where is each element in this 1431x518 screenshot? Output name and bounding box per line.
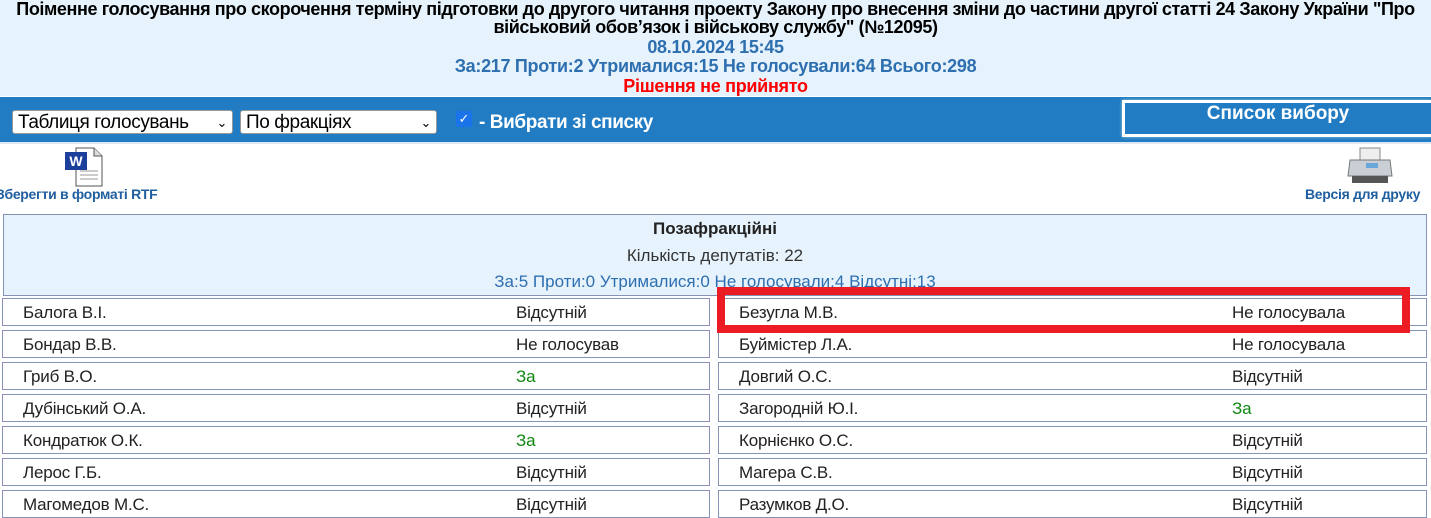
deputy-name: Дубінський О.А.: [23, 399, 146, 418]
view-select-value: Таблиця голосувань: [18, 112, 189, 133]
deputy-vote: Відсутній: [516, 463, 587, 482]
checkbox-label: - Вибрати зі списку: [479, 112, 653, 133]
deputy-row: Загородній Ю.І. За: [718, 394, 1427, 422]
word-document-icon[interactable]: W: [64, 147, 106, 187]
deputy-row: Разумков Д.О. Відсутній: [718, 490, 1427, 518]
deputy-vote: Не голосувала: [1232, 335, 1345, 354]
highlight-box: [717, 287, 1410, 333]
deputy-vote: Відсутній: [1232, 367, 1303, 386]
print-version-link[interactable]: Версія для друку: [1305, 186, 1421, 202]
vote-header: Поіменне голосування про скорочення терм…: [0, 0, 1431, 96]
deputy-row: Лерос Г.Б. Відсутній: [2, 458, 710, 486]
deputy-name: Довгий О.С.: [739, 367, 832, 386]
toolbar: Таблиця голосувань ⌄ По фракціях ⌄ ✓ - В…: [0, 97, 1431, 144]
page-title: Поіменне голосування про скорочення терм…: [16, 0, 1415, 37]
deputy-row: Дубінський О.А. Відсутній: [2, 394, 710, 422]
deputy-row: Довгий О.С. Відсутній: [718, 362, 1427, 390]
faction-header: Позафракційні Кількість депутатів: 22 За…: [3, 214, 1427, 296]
deputy-name: Магомедов М.С.: [23, 495, 150, 514]
decision-status: Рішення не прийнято: [623, 76, 808, 96]
deputy-row: Кондратюк О.К. За: [2, 426, 710, 454]
deputy-vote: Відсутній: [516, 495, 587, 514]
deputy-name: Безугла М.В.: [739, 303, 838, 322]
faction-summary: За:5 Проти:0 Утрималися:0 Не голосували:…: [494, 272, 936, 291]
deputy-row: Бондар В.В. Не голосував: [2, 330, 710, 358]
deputy-name: Загородній Ю.І.: [739, 399, 859, 418]
deputy-vote: Не голосувала: [1232, 303, 1345, 322]
deputy-row: Корнієнко О.С. Відсутній: [718, 426, 1427, 454]
deputy-name: Корнієнко О.С.: [739, 431, 853, 450]
vote-datetime: 08.10.2024 15:45: [647, 37, 784, 57]
faction-name: Позафракційні: [653, 219, 777, 238]
save-rtf-link[interactable]: Зберегти в форматі RTF: [0, 186, 158, 202]
deputy-count: Кількість депутатів: 22: [626, 246, 804, 265]
deputy-vote: Відсутній: [1232, 431, 1303, 450]
deputy-vote: Відсутній: [516, 303, 587, 322]
deputy-name: Бондар В.В.: [23, 335, 117, 354]
deputy-row: Балога В.І. Відсутній: [2, 298, 710, 326]
deputy-vote: Відсутній: [516, 399, 587, 418]
deputy-vote: За: [516, 431, 536, 450]
deputy-name: Буймістер Л.А.: [739, 335, 853, 354]
chevron-down-icon: ⌄: [216, 115, 228, 130]
selection-list-button[interactable]: Список вибору: [1122, 100, 1431, 137]
deputy-name: Магера С.В.: [739, 463, 833, 482]
printer-icon[interactable]: [1346, 146, 1394, 186]
deputy-vote: Відсутній: [1232, 495, 1303, 514]
deputy-row: Магера С.В. Відсутній: [718, 458, 1427, 486]
deputy-vote: За: [1232, 399, 1252, 418]
group-select[interactable]: По фракціях ⌄: [240, 110, 437, 134]
deputy-row: Магомедов М.С. Відсутній: [2, 490, 710, 518]
select-from-list-checkbox[interactable]: ✓: [456, 111, 472, 127]
deputy-name: Лерос Г.Б.: [23, 463, 102, 482]
group-select-value: По фракціях: [246, 112, 352, 133]
deputy-row: Буймістер Л.А. Не голосувала: [718, 330, 1427, 358]
deputy-name: Разумков Д.О.: [739, 495, 850, 514]
deputy-vote: За: [516, 367, 536, 386]
svg-text:W: W: [69, 153, 83, 169]
view-select[interactable]: Таблиця голосувань ⌄: [12, 110, 233, 134]
deputy-row: Гриб В.О. За: [2, 362, 710, 390]
deputy-vote: Відсутній: [1232, 463, 1303, 482]
deputy-vote: Не голосував: [516, 335, 619, 354]
vote-totals: За:217 Проти:2 Утрималися:15 Не голосува…: [454, 56, 977, 76]
deputy-name: Кондратюк О.К.: [23, 431, 143, 450]
chevron-down-icon: ⌄: [420, 115, 432, 130]
deputy-name: Балога В.І.: [23, 303, 107, 322]
deputy-name: Гриб В.О.: [23, 367, 97, 386]
